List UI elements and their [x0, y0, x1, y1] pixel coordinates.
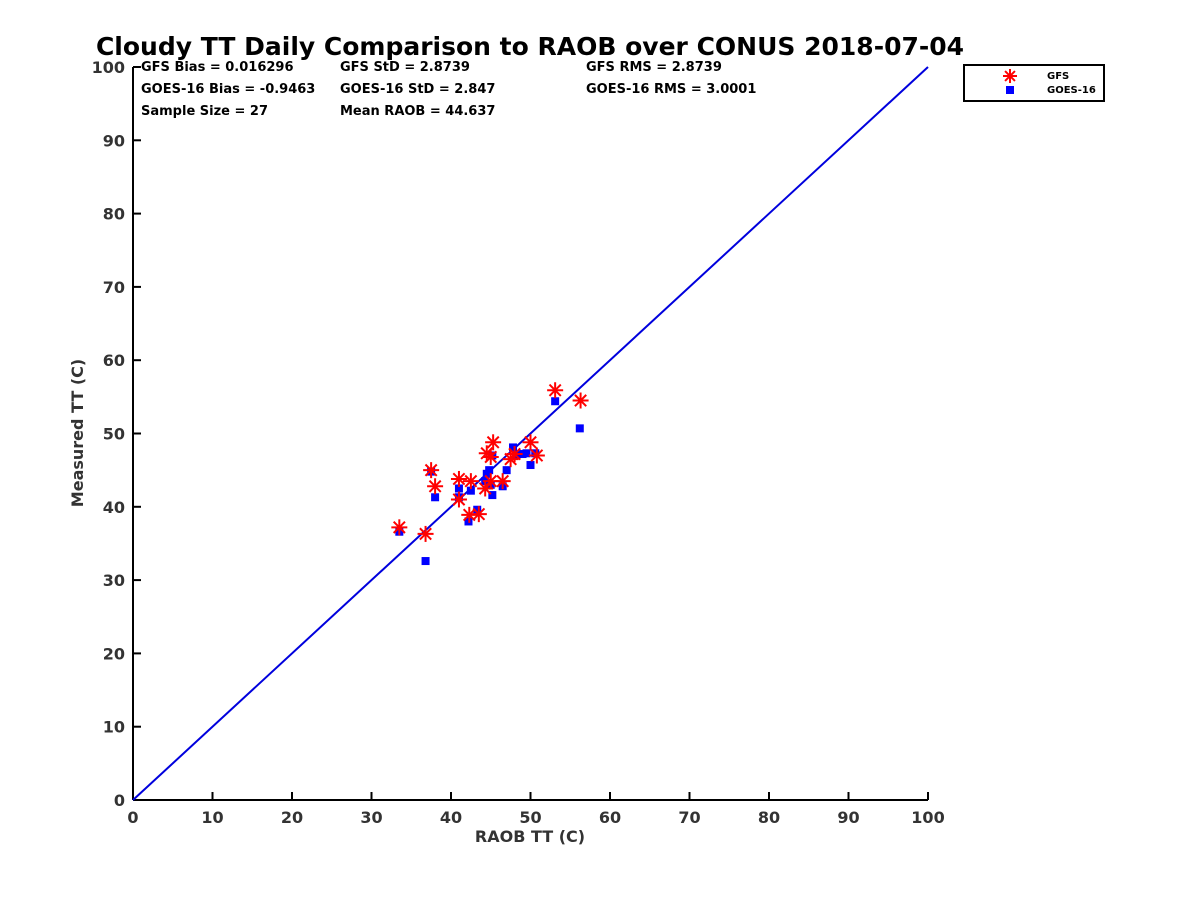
- goes16-point: [551, 397, 560, 406]
- x-tick-label: 100: [911, 808, 944, 827]
- gfs-point: [506, 446, 523, 463]
- stat-gfs-rms: GFS RMS = 2.8739: [586, 60, 722, 75]
- x-tick-label: 20: [281, 808, 303, 827]
- x-tick-label: 0: [127, 808, 138, 827]
- x-tick-label: 70: [678, 808, 700, 827]
- goes16-point: [485, 466, 494, 475]
- goes16-point: [522, 449, 531, 458]
- x-tick-label: 10: [201, 808, 223, 827]
- gfs-point: [528, 447, 545, 464]
- y-tick-label: 60: [103, 351, 125, 370]
- stat-mean-raob: Mean RAOB = 44.637: [340, 104, 495, 119]
- gfs-point: [427, 478, 444, 495]
- y-ticks: 0 10 20 30 40 50 60 70 80 90 100: [92, 58, 141, 810]
- gfs-point: [450, 491, 467, 508]
- goes16-point: [431, 493, 440, 502]
- goes16-point: [575, 424, 584, 433]
- gfs-series: [391, 382, 589, 542]
- gfs-point: [462, 473, 479, 490]
- goes16-point: [488, 491, 497, 500]
- gfs-point: [417, 525, 434, 542]
- stat-goes-std: GOES-16 StD = 2.847: [340, 82, 495, 97]
- stat-sample-size: Sample Size = 27: [141, 104, 268, 119]
- one-to-one-line: [132, 66, 929, 801]
- y-tick-label: 80: [103, 205, 125, 224]
- legend-gfs-asterisk: [1003, 69, 1017, 83]
- stat-goes-bias: GOES-16 Bias = -0.9463: [141, 82, 315, 97]
- y-tick-label: 30: [103, 571, 125, 590]
- y-tick-label: 90: [103, 131, 125, 150]
- gfs-point: [572, 392, 589, 409]
- chart-title: Cloudy TT Daily Comparison to RAOB over …: [96, 32, 964, 61]
- legend-goes16-marker: [1006, 86, 1014, 94]
- y-tick-label: 10: [103, 718, 125, 737]
- y-tick-label: 70: [103, 278, 125, 297]
- gfs-point: [494, 473, 511, 490]
- x-tick-label: 50: [519, 808, 541, 827]
- x-tick-label: 40: [440, 808, 462, 827]
- goes16-point: [502, 466, 511, 475]
- goes16-point: [509, 443, 518, 452]
- legend-gfs-label: GFS: [1047, 71, 1069, 82]
- stat-gfs-std: GFS StD = 2.8739: [340, 60, 470, 75]
- y-axis-label: Measured TT (C): [68, 359, 87, 507]
- y-tick-label: 100: [92, 58, 125, 77]
- gfs-point: [391, 519, 408, 536]
- goes16-point: [421, 557, 430, 566]
- gfs-point: [450, 470, 467, 487]
- gfs-point: [482, 448, 499, 465]
- goes16-point: [454, 484, 463, 493]
- y-tick-label: 50: [103, 425, 125, 444]
- legend: GFS GOES-16: [963, 64, 1105, 102]
- y-tick-label: 40: [103, 498, 125, 517]
- legend-goes16-label: GOES-16: [1047, 85, 1096, 96]
- x-tick-label: 80: [758, 808, 780, 827]
- x-tick-label: 90: [837, 808, 859, 827]
- x-tick-label: 30: [360, 808, 382, 827]
- gfs-point: [485, 434, 502, 451]
- goes16-point: [473, 505, 482, 514]
- gfs-point: [470, 506, 487, 523]
- goes16-point: [526, 461, 535, 470]
- gfs-point: [522, 434, 539, 451]
- gfs-point: [547, 382, 564, 399]
- stat-gfs-bias: GFS Bias = 0.016296: [141, 60, 294, 75]
- stat-goes-rms: GOES-16 RMS = 3.0001: [586, 82, 756, 97]
- goes16-point: [466, 486, 475, 495]
- legend-gfs-marker: [1003, 69, 1017, 83]
- y-tick-label: 0: [114, 791, 125, 810]
- legend-box: [963, 64, 1105, 102]
- gfs-point: [423, 462, 440, 479]
- x-ticks: 0 10 20 30 40 50 60 70 80 90 100: [127, 792, 945, 827]
- x-axis-label: RAOB TT (C): [475, 827, 585, 846]
- y-tick-label: 20: [103, 644, 125, 663]
- x-tick-label: 60: [599, 808, 621, 827]
